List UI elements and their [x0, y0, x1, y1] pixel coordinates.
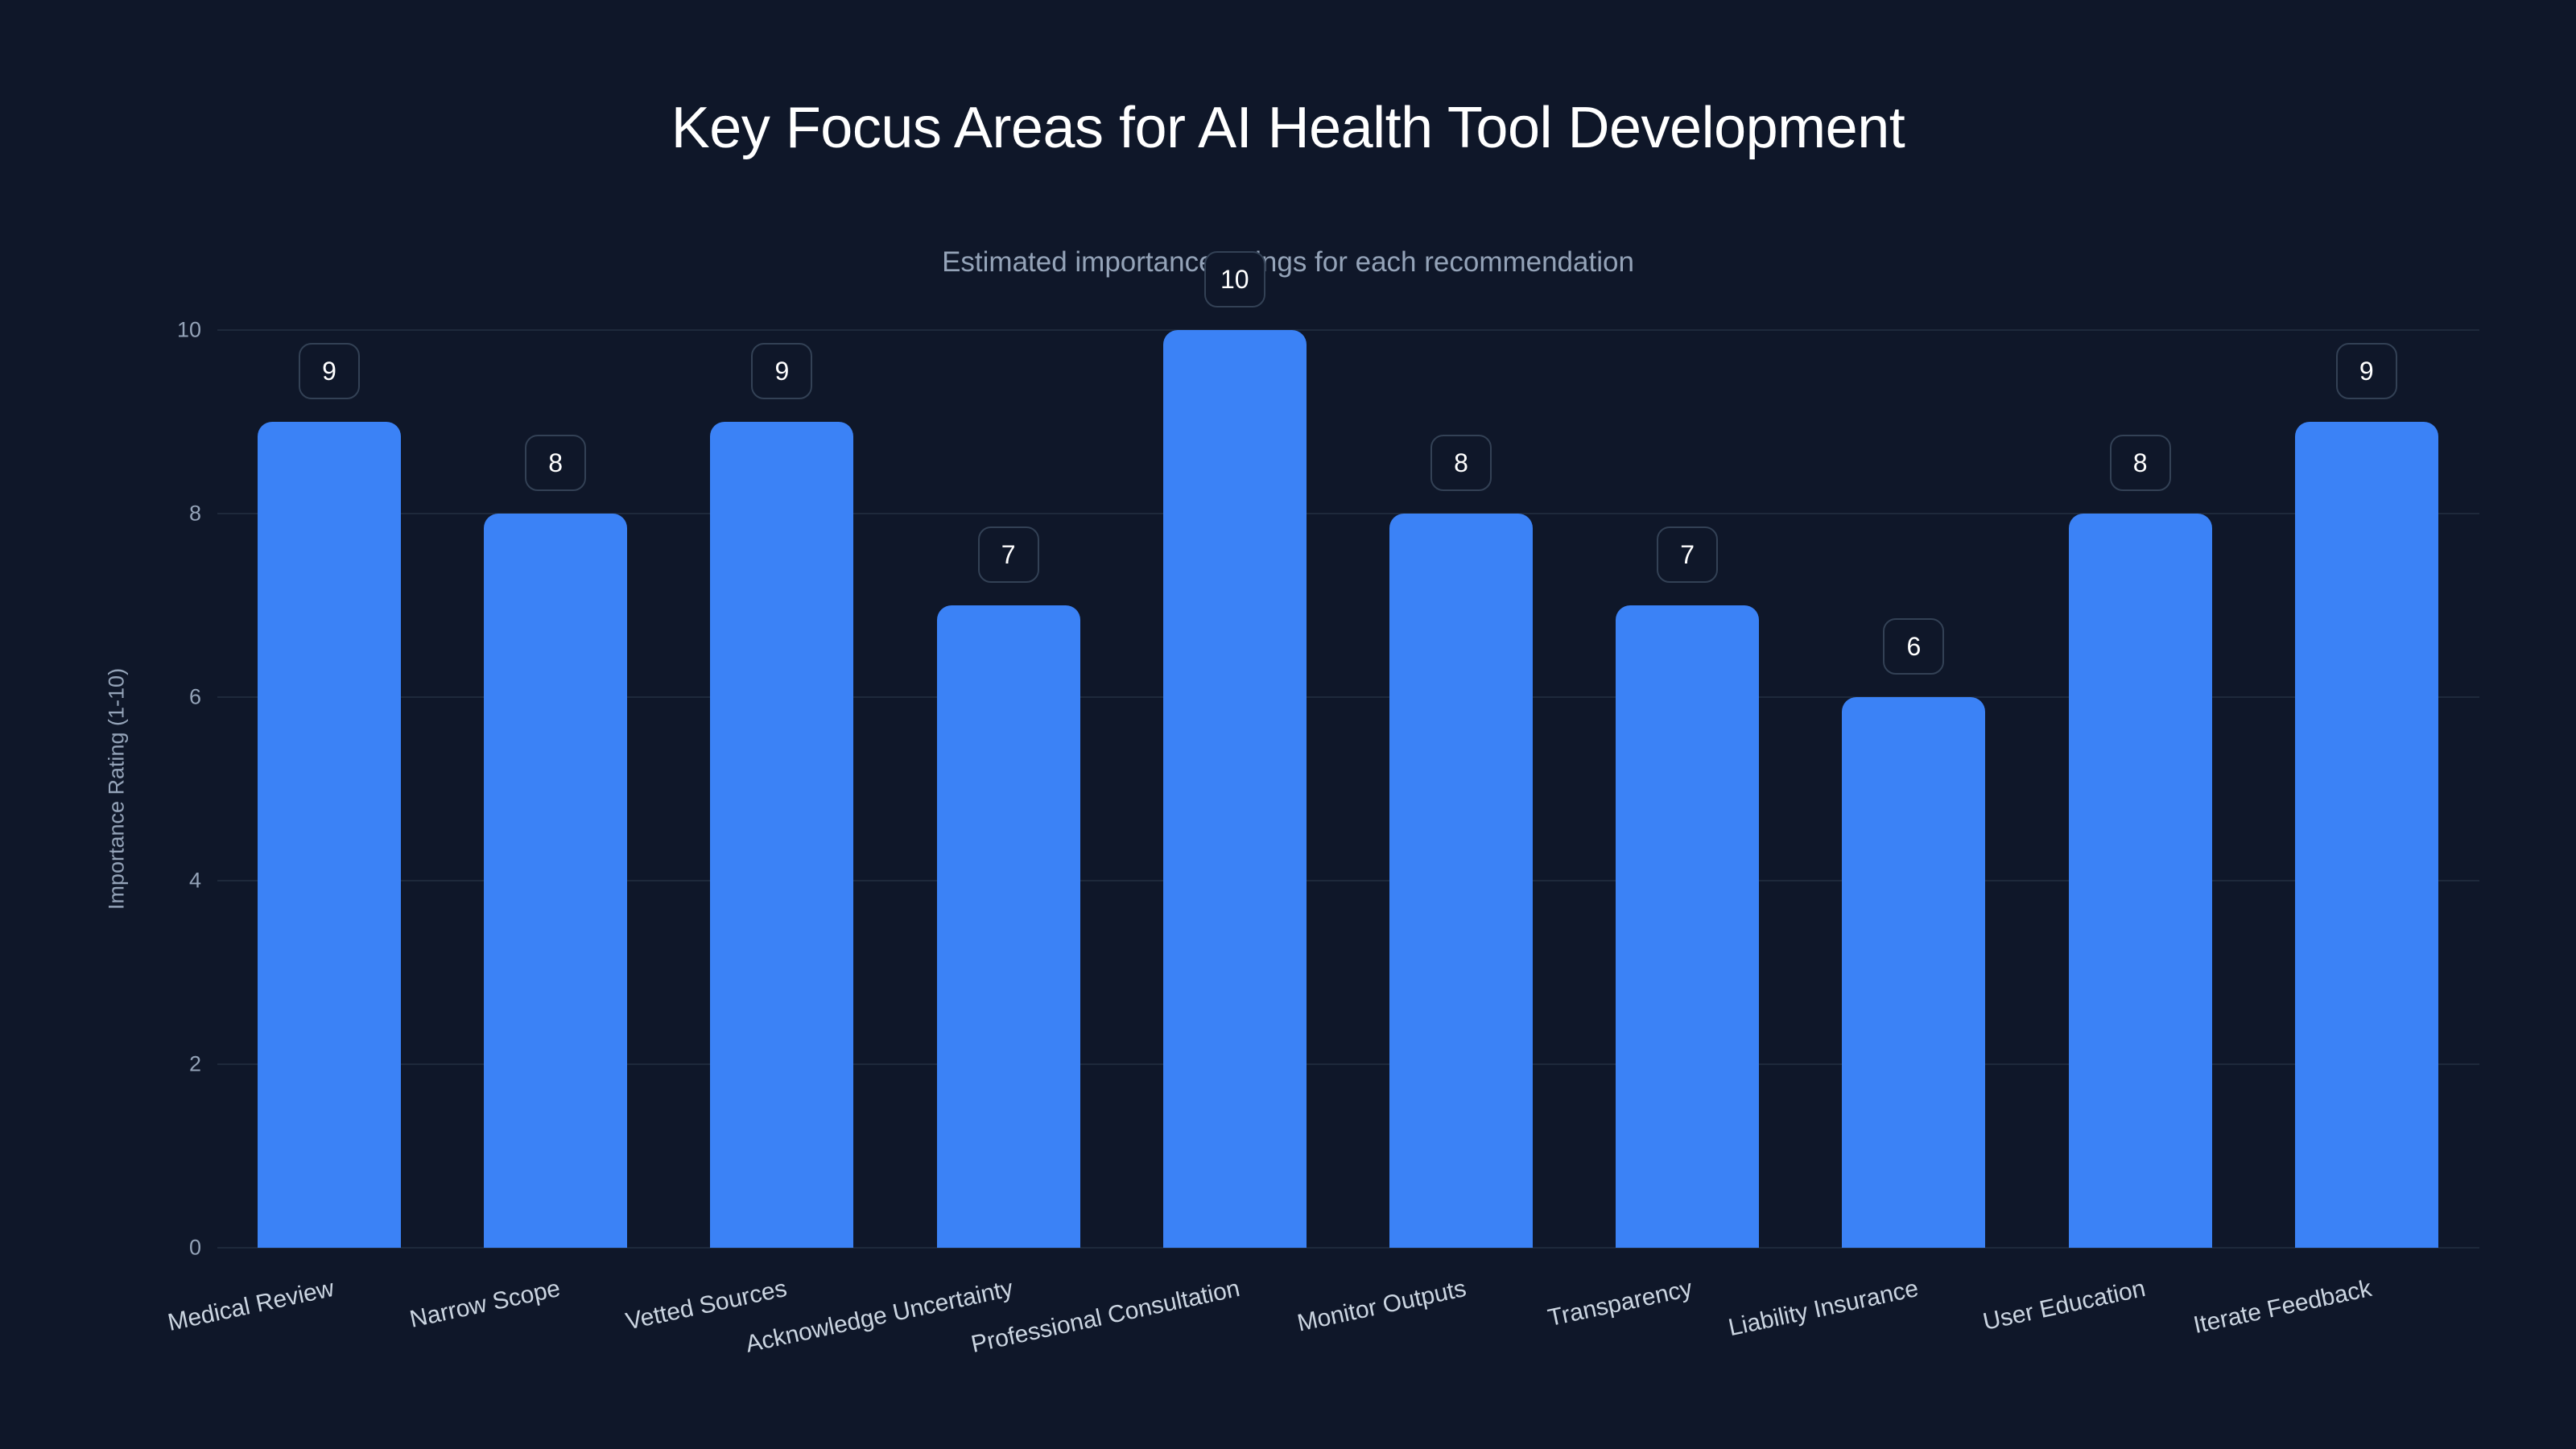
bar-liability-insurance[interactable] — [1842, 697, 1986, 1248]
gridline-6 — [217, 696, 2479, 698]
bar-professional-consultation[interactable] — [1162, 330, 1307, 1248]
value-badge: 9 — [299, 343, 360, 399]
x-label: User Education — [1980, 1275, 2148, 1335]
y-tick-8: 8 — [188, 501, 201, 526]
gridline-10 — [217, 329, 2479, 331]
x-label: Transparency — [1546, 1275, 1695, 1332]
bar-user-education[interactable] — [2068, 514, 2212, 1248]
gridline-4 — [217, 880, 2479, 881]
bar-acknowledge-uncertainty[interactable] — [936, 605, 1080, 1248]
value-badge: 10 — [1203, 251, 1265, 308]
bar-medical-review[interactable] — [258, 422, 401, 1248]
gridline-2 — [217, 1063, 2479, 1065]
x-label: Iterate Feedback — [2190, 1275, 2374, 1340]
x-label: Liability Insurance — [1726, 1275, 1922, 1342]
value-badge: 6 — [1883, 618, 1945, 675]
bar-vetted-sources[interactable] — [710, 422, 854, 1248]
gridline-8 — [217, 513, 2479, 514]
value-badge: 8 — [1430, 435, 1492, 491]
y-tick-10: 10 — [176, 317, 201, 342]
y-tick-2: 2 — [188, 1051, 201, 1076]
gridline-0 — [217, 1247, 2479, 1249]
chart-subtitle: Estimated importance ratings for each re… — [942, 246, 1634, 278]
bar-transparency[interactable] — [1616, 605, 1760, 1248]
bar-iterate-feedback[interactable] — [2294, 422, 2438, 1248]
bar-narrow-scope[interactable] — [484, 514, 628, 1248]
x-label: Narrow Scope — [407, 1275, 564, 1333]
value-badge: 9 — [751, 343, 813, 399]
y-tick-0: 0 — [188, 1235, 201, 1260]
chart-title: Key Focus Areas for AI Health Tool Devel… — [671, 96, 1905, 160]
plot-area: 10 8 6 4 2 0 9 Medical Review 8 Narrow S… — [166, 251, 2479, 1358]
y-tick-6: 6 — [188, 684, 201, 709]
value-badge: 8 — [525, 435, 587, 491]
y-axis-label: Importance Rating (1-10) — [104, 667, 129, 910]
x-label: Medical Review — [165, 1275, 336, 1336]
value-badge: 7 — [1657, 526, 1719, 583]
value-badge: 8 — [2109, 435, 2171, 491]
y-tick-4: 4 — [188, 868, 201, 893]
x-label: Monitor Outputs — [1294, 1275, 1469, 1337]
value-badge: 9 — [2335, 343, 2397, 399]
value-badge: 7 — [977, 526, 1039, 583]
bar-monitor-outputs[interactable] — [1389, 514, 1533, 1248]
